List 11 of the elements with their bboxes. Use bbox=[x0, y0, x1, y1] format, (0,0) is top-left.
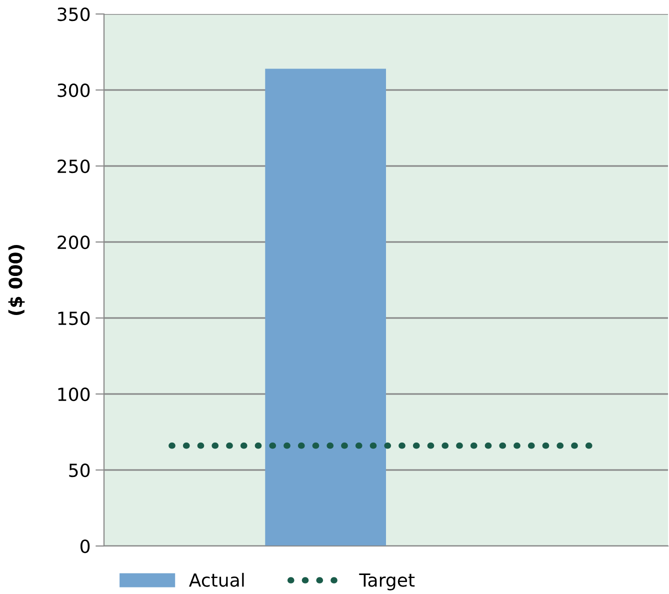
legend-label: Actual bbox=[189, 572, 244, 587]
y-tick-label: 300 bbox=[58, 83, 90, 98]
y-tick-label: 250 bbox=[58, 159, 90, 174]
y-tick-label: 200 bbox=[58, 235, 90, 250]
legend-label: Target bbox=[359, 573, 415, 590]
y-tick-label: 350 bbox=[58, 7, 90, 22]
y-tick-label: 50 bbox=[69, 463, 90, 478]
y-tick-label: 100 bbox=[58, 387, 90, 402]
y-axis-title: ($ 000) bbox=[8, 245, 25, 315]
y-tick-label: 0 bbox=[80, 539, 90, 554]
y-tick-label: 150 bbox=[58, 311, 90, 326]
